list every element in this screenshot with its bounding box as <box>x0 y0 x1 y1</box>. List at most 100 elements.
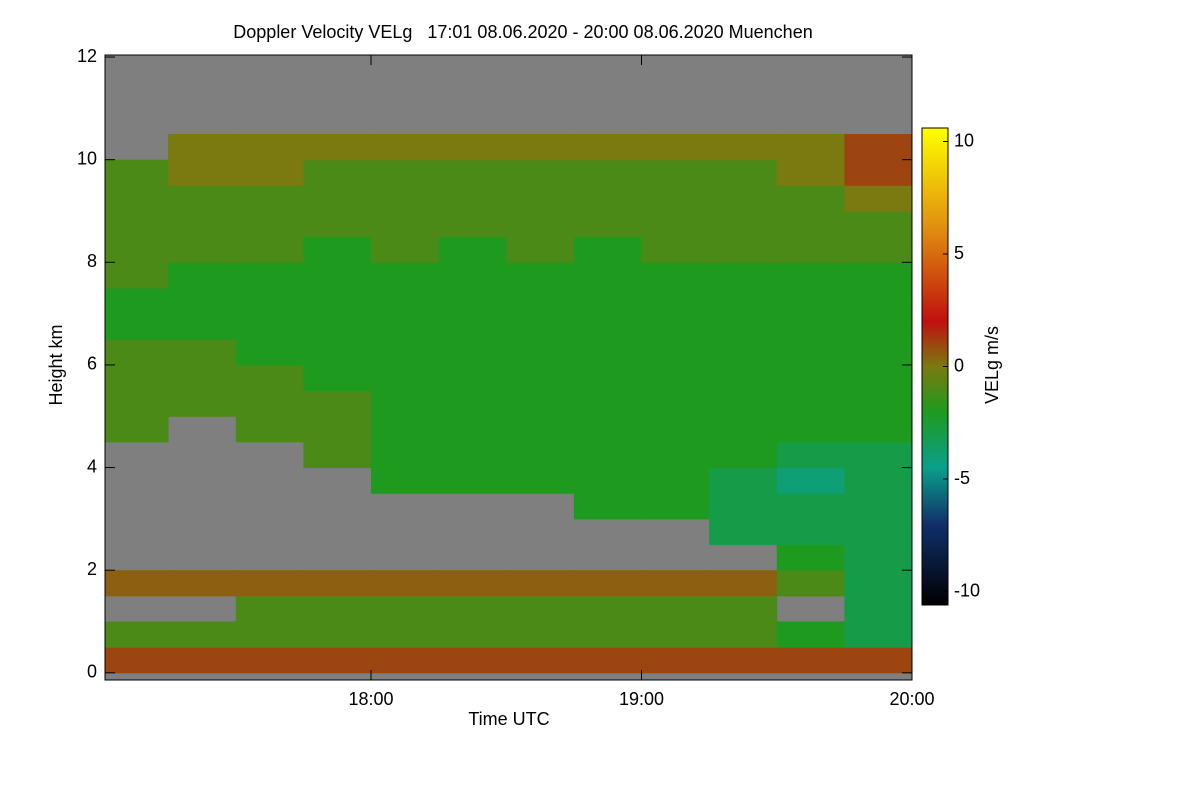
heatmap-cell <box>168 185 237 212</box>
colorbar-tick-label: -10 <box>954 580 980 600</box>
heatmap-cell <box>303 621 372 648</box>
heatmap-cell <box>641 287 710 315</box>
heatmap-cell <box>844 210 913 238</box>
x-tick-label: 19:00 <box>619 689 664 709</box>
x-axis-label: Time UTC <box>468 709 549 729</box>
heatmap-cell <box>844 647 913 674</box>
y-tick-label: 12 <box>77 46 97 66</box>
heatmap-cell <box>105 570 169 597</box>
heatmap-cell <box>105 313 169 340</box>
heatmap-cell <box>709 287 778 315</box>
heatmap-cell <box>844 134 913 161</box>
heatmap-cell <box>776 364 845 392</box>
heatmap-cell <box>709 621 778 648</box>
heatmap-cell <box>506 262 575 289</box>
heatmap-cell <box>168 621 237 648</box>
heatmap-cell <box>844 595 913 623</box>
heatmap-cell <box>303 287 372 315</box>
heatmap-cell <box>370 159 440 186</box>
heatmap-cell <box>235 570 304 597</box>
heatmap-cell <box>844 159 913 186</box>
heatmap-cell <box>506 570 575 597</box>
heatmap-cell <box>105 210 169 238</box>
heatmap-cell <box>370 570 440 597</box>
heatmap-cell <box>844 236 913 263</box>
heatmap-cell <box>168 262 237 289</box>
heatmap-cell <box>168 287 237 315</box>
heatmap-cell <box>641 647 710 674</box>
heatmap-cell <box>506 185 575 212</box>
heatmap-cell <box>438 287 507 315</box>
heatmap-cell <box>641 570 710 597</box>
heatmap-cell <box>709 313 778 340</box>
heatmap-cell <box>776 518 845 546</box>
heatmap-cell <box>844 621 913 648</box>
heatmap-cell <box>235 621 304 648</box>
heatmap-cell <box>709 416 778 443</box>
heatmap-cell <box>370 595 440 623</box>
heatmap-cell <box>438 621 507 648</box>
heatmap-cell <box>438 441 507 469</box>
heatmap-cell <box>776 210 845 238</box>
heatmap-cell <box>709 262 778 289</box>
heatmap-cell <box>506 313 575 340</box>
heatmap-cell <box>641 185 710 212</box>
heatmap-cell <box>844 313 913 340</box>
heatmap-cell <box>168 236 237 263</box>
heatmap-cell <box>844 262 913 289</box>
heatmap-cell <box>573 441 642 469</box>
heatmap-cell <box>438 185 507 212</box>
heatmap-cell <box>844 570 913 597</box>
y-tick-label: 4 <box>87 456 97 476</box>
heatmap-cell <box>641 262 710 289</box>
heatmap-cell <box>641 467 710 494</box>
heatmap-cell <box>303 364 372 392</box>
heatmap-cell <box>641 595 710 623</box>
heatmap-cell <box>235 390 304 417</box>
heatmap-cell <box>105 185 169 212</box>
heatmap-cell <box>641 134 710 161</box>
heatmap-cell <box>709 185 778 212</box>
heatmap-cell <box>303 134 372 161</box>
heatmap-cell <box>709 647 778 674</box>
heatmap-cell <box>641 364 710 392</box>
heatmap-cell <box>506 236 575 263</box>
heatmap-cell <box>370 210 440 238</box>
heatmap-cell <box>641 210 710 238</box>
heatmap-cell <box>573 287 642 315</box>
heatmap-cell <box>641 159 710 186</box>
heatmap-cell <box>303 441 372 469</box>
heatmap-cell <box>105 416 169 443</box>
heatmap-cell <box>168 364 237 392</box>
heatmap-cell <box>235 287 304 315</box>
heatmap-cell <box>438 236 507 263</box>
heatmap-cell <box>844 339 913 366</box>
heatmap-cell <box>105 262 169 289</box>
heatmap-cell <box>506 621 575 648</box>
heatmap-cell <box>573 621 642 648</box>
heatmap-cell <box>776 287 845 315</box>
heatmap-cell <box>303 647 372 674</box>
heatmap-cell <box>370 339 440 366</box>
colorbar-tick-label: 10 <box>954 130 974 150</box>
heatmap-cell <box>438 570 507 597</box>
heatmap-cell <box>303 339 372 366</box>
heatmap-cell <box>303 416 372 443</box>
heatmap-cell <box>105 621 169 648</box>
heatmap-cell <box>235 236 304 263</box>
heatmap-cell <box>844 493 913 520</box>
heatmap-cell <box>168 134 237 161</box>
heatmap-cell <box>776 416 845 443</box>
heatmap-cell <box>506 134 575 161</box>
heatmap-cell <box>844 364 913 392</box>
heatmap-cell <box>573 236 642 263</box>
heatmap-cell <box>776 544 845 571</box>
heatmap-cell <box>438 647 507 674</box>
heatmap-cell <box>709 518 778 546</box>
heatmap-cell <box>573 210 642 238</box>
heatmap-cell <box>370 390 440 417</box>
heatmap-cell <box>105 647 169 674</box>
heatmap-cell <box>641 236 710 263</box>
heatmap-cell <box>776 236 845 263</box>
heatmap-cell <box>776 262 845 289</box>
